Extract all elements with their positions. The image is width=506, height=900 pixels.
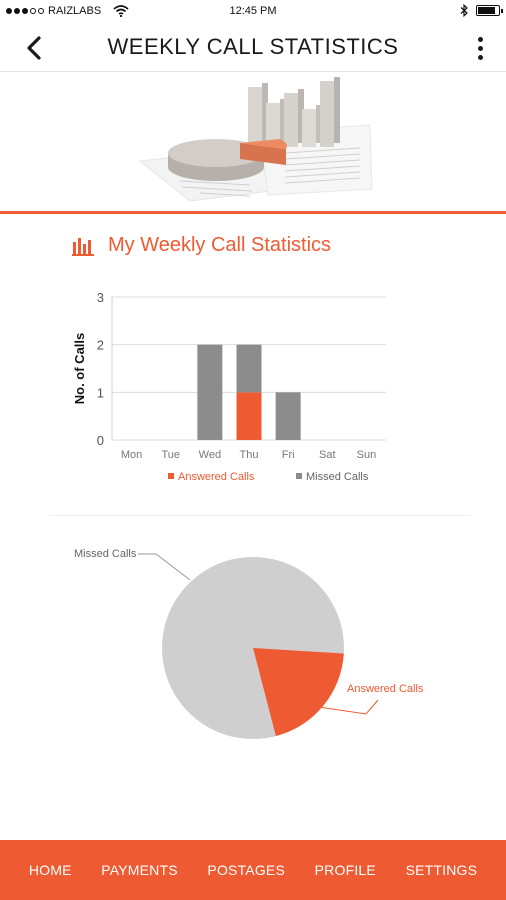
- page-title: WEEKLY CALL STATISTICS: [107, 34, 399, 59]
- legend-swatch: [168, 473, 174, 479]
- hero-illustration: [0, 73, 506, 211]
- section-header: My Weekly Call Statistics: [72, 234, 331, 257]
- back-button[interactable]: [20, 34, 50, 62]
- answered-leader-line: [311, 699, 379, 715]
- nav-profile[interactable]: PROFILE: [314, 862, 376, 878]
- legend-label: Missed Calls: [306, 471, 369, 483]
- y-tick-label: 3: [97, 290, 104, 305]
- x-tick-label: Tue: [161, 449, 180, 461]
- legend-swatch: [296, 473, 302, 479]
- charts-illustration-icon: [138, 77, 373, 202]
- weekly-bar-chart: 0 1 2 3 No. of Calls Mon Tue Wed Thu Fri Sat Sun Ans…: [72, 290, 386, 483]
- pie-label-missed: Missed Calls: [74, 548, 137, 560]
- nav-postages[interactable]: POSTAGES: [207, 862, 286, 878]
- y-tick-label: 1: [97, 385, 104, 400]
- calls-pie-chart: Missed Calls Answered Calls: [74, 548, 424, 739]
- bar-missed-calls: [197, 344, 223, 440]
- pie-label-answered: Answered Calls: [347, 683, 424, 695]
- bluetooth-icon: [460, 4, 468, 17]
- app-header: WEEKLY CALL STATISTICS: [0, 24, 506, 72]
- bar-chart-icon: [72, 237, 94, 256]
- more-vertical-icon: [477, 36, 483, 42]
- hero-divider: [0, 211, 506, 214]
- status-left: RAIZLABS: [6, 5, 129, 17]
- more-options-button[interactable]: [472, 34, 488, 62]
- missed-leader-line: [138, 553, 191, 581]
- nav-payments[interactable]: PAYMENTS: [101, 862, 178, 878]
- x-tick-label: Wed: [199, 449, 221, 461]
- nav-home[interactable]: HOME: [28, 862, 72, 878]
- wifi-icon: [113, 5, 129, 17]
- legend-label: Answered Calls: [178, 471, 255, 483]
- x-tick-label: Thu: [240, 449, 259, 461]
- signal-strength-icon: [6, 8, 44, 14]
- status-right: [460, 4, 503, 17]
- battery-fill: [478, 7, 495, 14]
- pie-slice-answered: [253, 648, 344, 737]
- x-tick-label: Fri: [282, 449, 295, 461]
- bar-missed-calls: [275, 392, 301, 440]
- carrier-name: RAIZLABS: [48, 5, 102, 17]
- chart-divider: [50, 515, 470, 516]
- battery-icon: [476, 5, 503, 16]
- y-tick-label: 2: [97, 338, 104, 353]
- status-time: 12:45 PM: [229, 5, 277, 17]
- y-axis-label: No. of Calls: [72, 333, 87, 405]
- pie-slice-missed: [162, 557, 345, 739]
- chevron-left-icon: [27, 36, 41, 60]
- bar-missed-calls: [236, 344, 262, 393]
- bottom-nav: HOME PAYMENTS POSTAGES PROFILE SETTINGS: [0, 840, 506, 900]
- status-bar: RAIZLABS 12:45 PM: [0, 0, 506, 24]
- x-tick-label: Mon: [121, 449, 142, 461]
- bar-answered-calls: [236, 392, 262, 440]
- y-tick-label: 0: [97, 433, 104, 448]
- nav-settings[interactable]: SETTINGS: [405, 862, 478, 878]
- x-tick-label: Sun: [357, 449, 377, 461]
- section-title: My Weekly Call Statistics: [108, 234, 332, 256]
- x-tick-label: Sat: [319, 449, 336, 461]
